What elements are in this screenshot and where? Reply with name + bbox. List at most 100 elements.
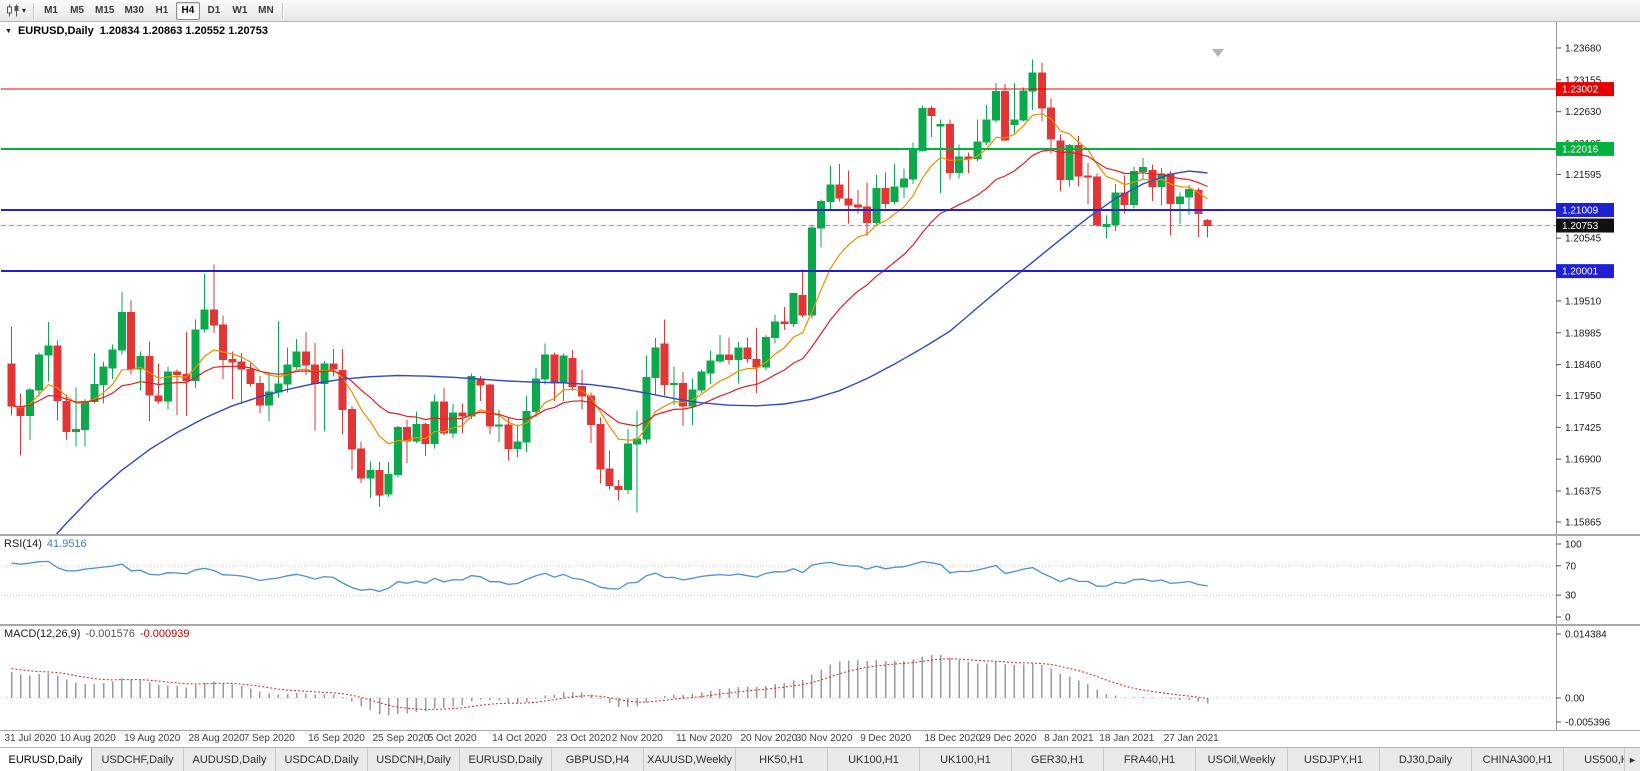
candlesticks [7, 59, 1212, 513]
date-label: 16 Sep 2020 [308, 733, 365, 744]
chart-tab-hk50-h1[interactable]: HK50,H1 [736, 748, 828, 771]
timeframe-button-m15[interactable]: M15 [95, 5, 115, 16]
svg-text:0.014384: 0.014384 [1565, 630, 1607, 641]
chart-tab-uk100-h1[interactable]: UK100,H1 [828, 748, 920, 771]
toolbar-separator [281, 2, 284, 19]
chart-tab-usdchf-daily[interactable]: USDCHF,Daily [92, 748, 184, 771]
chart-tab-usdcad-daily[interactable]: USDCAD,Daily [276, 748, 368, 771]
chart-tab-usdcnh-daily[interactable]: USDCNH,Daily [368, 748, 460, 771]
svg-text:1.23680: 1.23680 [1565, 44, 1602, 55]
svg-text:1.20545: 1.20545 [1565, 234, 1602, 245]
date-label: 29 Dec 2020 [979, 733, 1037, 744]
chart-symbol-period: EURUSD,Daily [17, 25, 94, 37]
chart-title: ▼ EURUSD,Daily 1.20834 1.20863 1.20552 1… [5, 25, 268, 37]
macd-label: MACD(12,26,9) -0.001576 -0.000939 [4, 628, 190, 640]
chart-tab-china300-h1[interactable]: CHINA300,H1 [1472, 748, 1564, 771]
chart-tab-xauusd-weekly[interactable]: XAUUSD,Weekly [644, 748, 736, 771]
chart-tab-usdjpy-h1[interactable]: USDJPY,H1 [1288, 748, 1380, 771]
svg-text:1.17950: 1.17950 [1565, 391, 1602, 402]
chart-type-button[interactable]: ▾ [2, 2, 30, 20]
candlestick-chart-icon [7, 4, 19, 17]
date-label: 9 Dec 2020 [860, 733, 912, 744]
macd-indicator-pane: 0.014384 0.00 -0.005396 MACD(12,26,9) -0.0… [0, 626, 1640, 730]
svg-text:100: 100 [1565, 540, 1582, 551]
timeframe-button-h4[interactable]: H4 [175, 1, 200, 20]
date-label: 25 Sep 2020 [372, 733, 430, 744]
caret-down-icon: ▾ [22, 5, 27, 15]
chart-tab-usoil-weekly[interactable]: USOil,Weekly [1196, 748, 1288, 771]
rsi-indicator-pane: 100 70 30 0 RSI(14) 41.9516 [0, 536, 1640, 624]
svg-text:1.22016: 1.22016 [1562, 144, 1599, 155]
macd-main-value: -0.001576 [85, 628, 135, 640]
time-axis[interactable]: 31 Jul 2020 10 Aug 2020 19 Aug 2020 28 Aug … [0, 730, 1640, 747]
ma-mid-line [11, 149, 1208, 427]
timeframe-button-h1[interactable]: H1 [155, 5, 169, 16]
chart-tab-dj30-daily[interactable]: DJ30,Daily [1380, 748, 1472, 771]
date-label: 8 Jan 2021 [1044, 733, 1094, 744]
date-label: 10 Aug 2020 [59, 733, 116, 744]
macd-name: MACD(12,26,9) [4, 628, 81, 640]
rsi-value: 41.9516 [46, 538, 87, 550]
macd-chart-canvas[interactable]: 0.014384 0.00 -0.005396 [0, 626, 1640, 730]
svg-text:-0.005396: -0.005396 [1565, 717, 1610, 728]
arrow-right-icon: ► [1628, 754, 1637, 765]
date-label: 31 Jul 2020 [4, 733, 57, 744]
rsi-chart-canvas[interactable]: 100 70 30 0 [0, 536, 1640, 624]
timeframe-button-group: M1 M5 M15 M30 H1 H4 D1 W1 MN [38, 1, 279, 20]
svg-text:1.21595: 1.21595 [1565, 170, 1602, 181]
price-chart-pane: 1.236801.231551.226301.221051.215951.210… [0, 22, 1640, 534]
svg-text:0.00: 0.00 [1565, 693, 1585, 704]
chart-tab-ger30-h1[interactable]: GER30,H1 [1012, 748, 1104, 771]
svg-text:1.15865: 1.15865 [1565, 517, 1602, 528]
chart-tab-gbpusd-h4[interactable]: GBPUSD,H4 [552, 748, 644, 771]
timeframe-button-m5[interactable]: M5 [70, 5, 84, 16]
svg-text:1.23155: 1.23155 [1565, 75, 1602, 86]
chart-tab-audusd-daily[interactable]: AUDUSD,Daily [184, 748, 276, 771]
collapse-triangle-icon[interactable]: ▼ [5, 27, 12, 35]
toolbar-separator [33, 2, 36, 19]
timeframe-button-d1[interactable]: D1 [207, 5, 221, 16]
date-label: 28 Aug 2020 [188, 733, 245, 744]
svg-text:0: 0 [1565, 613, 1571, 624]
date-label: 2 Nov 2020 [611, 733, 663, 744]
chart-shift-marker-icon [1212, 49, 1224, 57]
chart-tab-uk100-h1[interactable]: UK100,H1 [920, 748, 1012, 771]
svg-text:1.23002: 1.23002 [1562, 85, 1599, 96]
svg-text:1.18985: 1.18985 [1565, 328, 1602, 339]
date-label: 19 Aug 2020 [124, 733, 181, 744]
timeframe-button-m30[interactable]: M30 [124, 5, 144, 16]
rsi-line [11, 560, 1208, 593]
date-label: 18 Jan 2021 [1099, 733, 1155, 744]
tab-scroll-right-button[interactable]: ► [1624, 748, 1640, 771]
chart-tab-eurusd-daily[interactable]: EURUSD,Daily [460, 748, 552, 771]
svg-text:1.21009: 1.21009 [1562, 205, 1599, 216]
date-label: 27 Jan 2021 [1163, 733, 1219, 744]
rsi-label: RSI(14) 41.9516 [4, 538, 87, 550]
chart-tab-bar: EURUSD,Daily USDCHF,Daily AUDUSD,Daily USDC… [0, 747, 1640, 771]
pane-splitter[interactable] [0, 534, 1640, 536]
chart-tab-fra40-h1[interactable]: FRA40,H1 [1104, 748, 1196, 771]
timeframes-toolbar: ▾ M1 M5 M15 M30 H1 H4 D1 W1 MN [0, 0, 1640, 22]
chart-tabs: EURUSD,Daily USDCHF,Daily AUDUSD,Daily USDC… [0, 748, 1624, 771]
svg-text:30: 30 [1565, 591, 1577, 602]
date-label: 5 Oct 2020 [427, 733, 477, 744]
chart-tab-eurusd-daily[interactable]: EURUSD,Daily [0, 748, 92, 771]
date-label: 7 Sep 2020 [243, 733, 295, 744]
svg-text:1.19510: 1.19510 [1565, 296, 1602, 307]
pane-splitter[interactable] [0, 624, 1640, 626]
macd-signal-value: -0.000939 [139, 628, 190, 640]
chart-tab-us500-h1[interactable]: US500,H1 [1564, 748, 1624, 771]
svg-text:1.22630: 1.22630 [1565, 107, 1602, 118]
date-label: 23 Oct 2020 [556, 733, 611, 744]
current-price-badge: 1.20753 [1556, 218, 1614, 233]
timeframe-button-w1[interactable]: W1 [232, 5, 248, 16]
price-line-badge-1.22016: 1.22016 [1556, 141, 1614, 156]
date-label: 11 Nov 2020 [676, 733, 733, 744]
ma-fast-line [11, 113, 1208, 445]
date-label: 20 Nov 2020 [740, 733, 798, 744]
timeframe-button-m1[interactable]: M1 [44, 5, 58, 16]
date-label: 18 Dec 2020 [924, 733, 982, 744]
rsi-name: RSI(14) [4, 538, 42, 550]
price-chart-canvas[interactable]: 1.236801.231551.226301.221051.215951.210… [0, 22, 1640, 534]
timeframe-button-mn[interactable]: MN [258, 5, 274, 16]
